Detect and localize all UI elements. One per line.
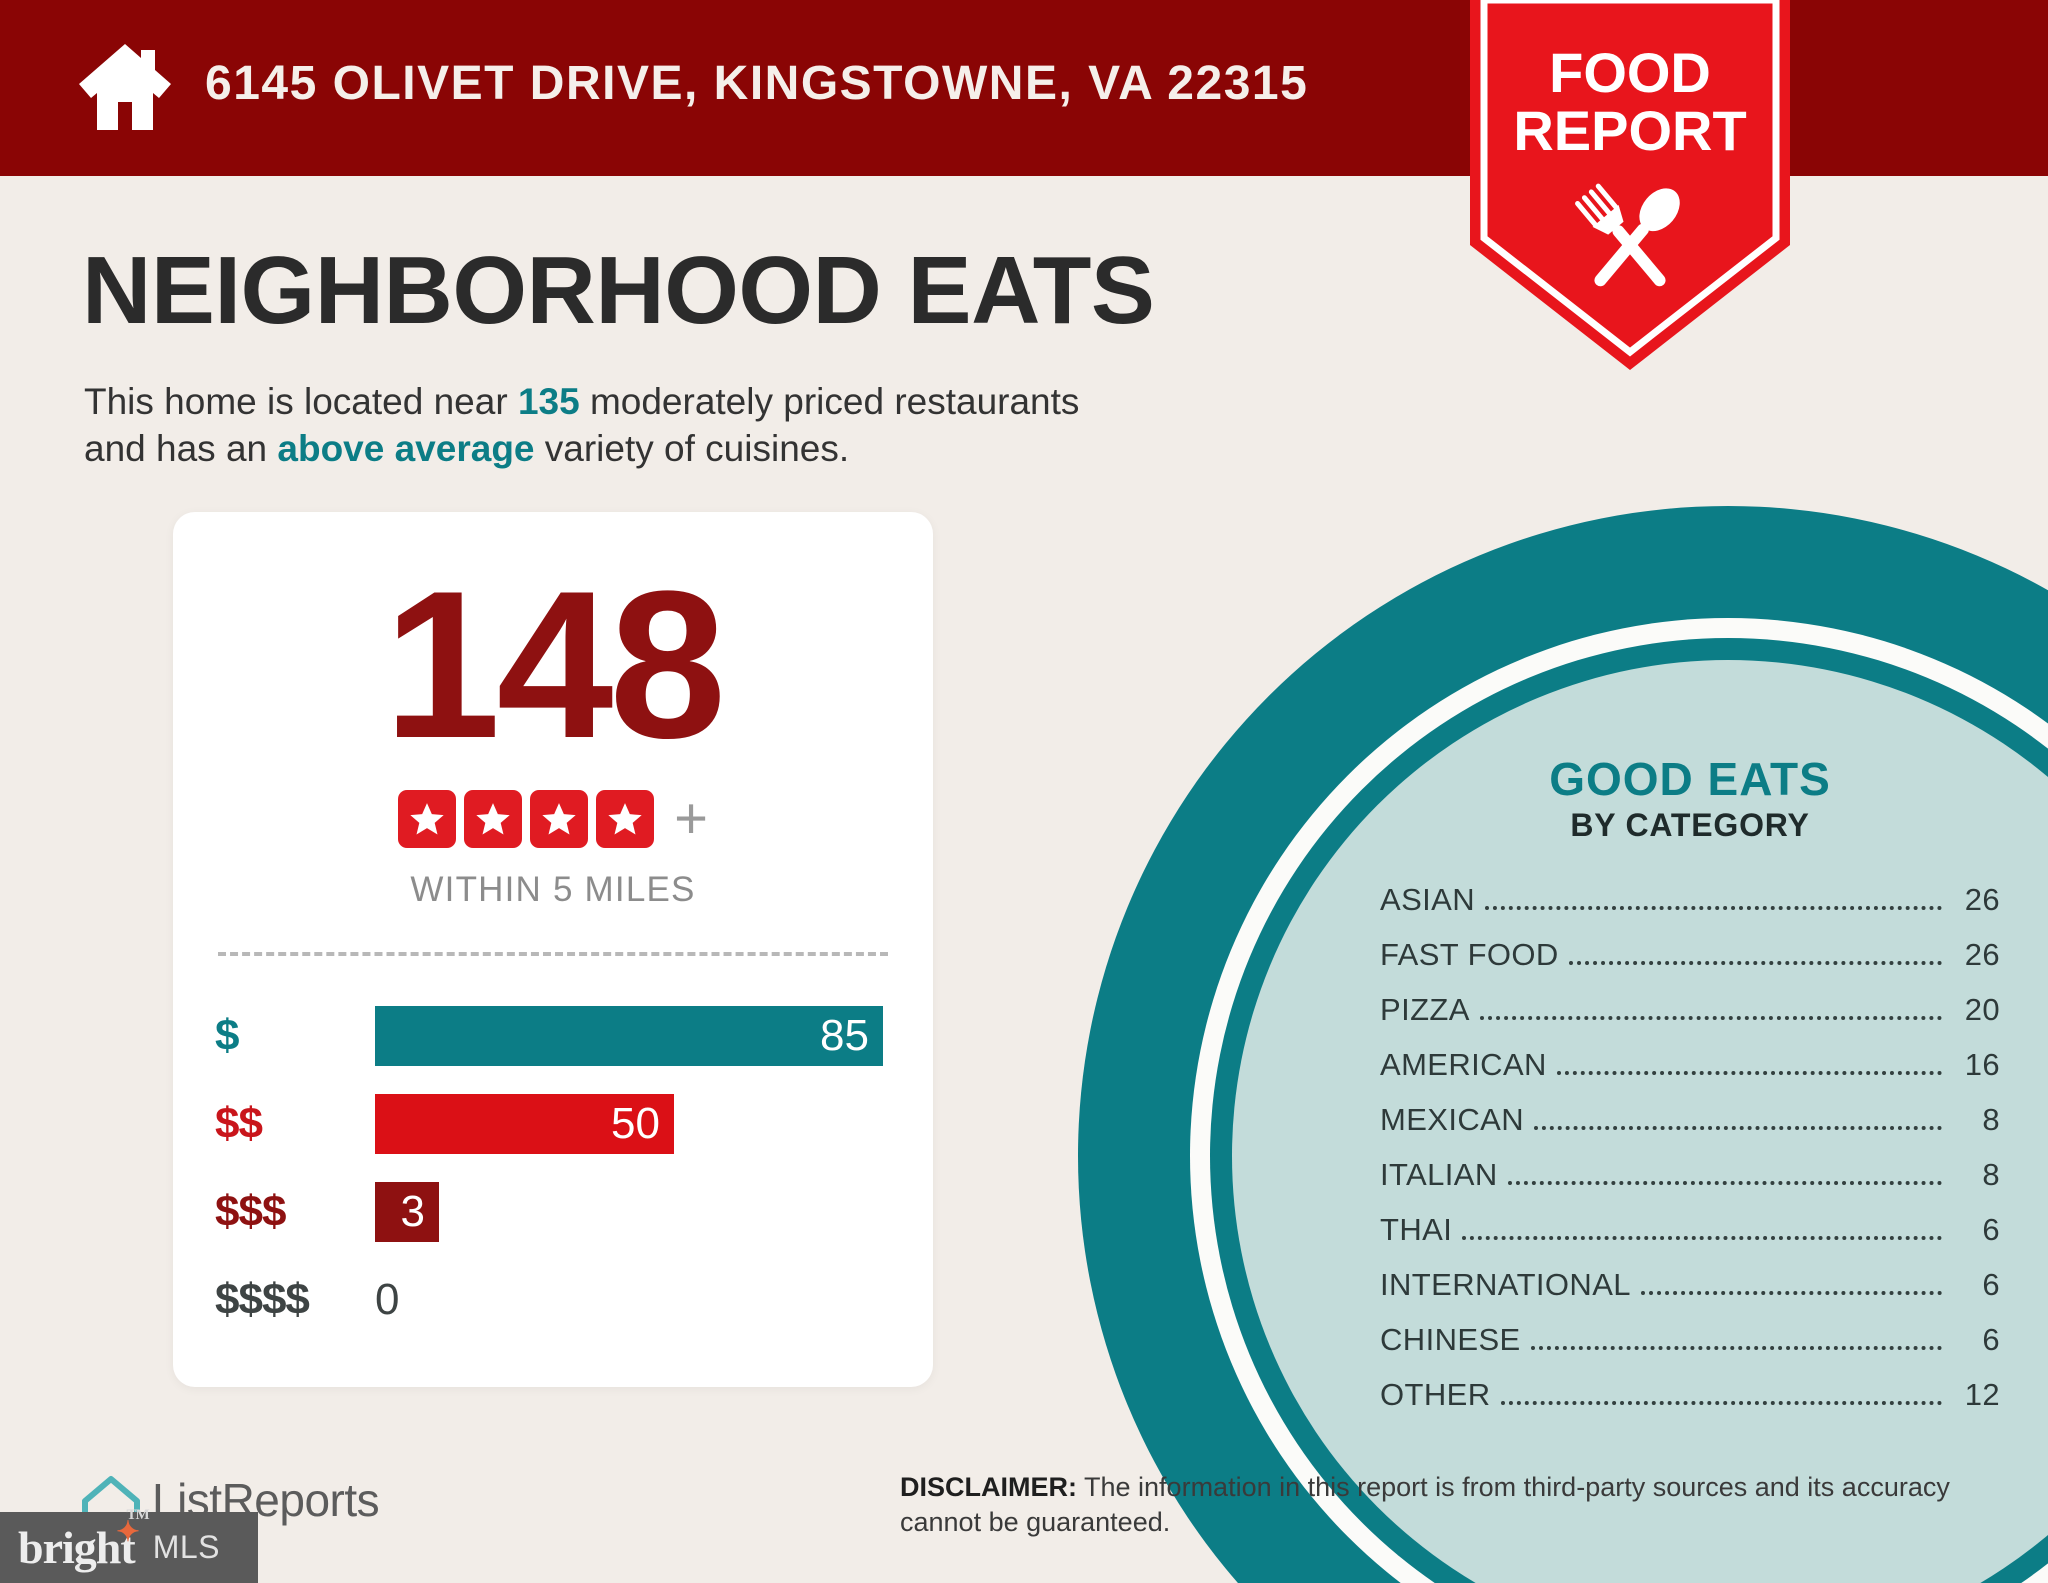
good-eats-title: GOOD EATS xyxy=(1549,753,1831,805)
bar-row: $ 85 xyxy=(173,992,933,1080)
bar-label: $$$$ xyxy=(215,1275,310,1324)
star-icon xyxy=(398,790,457,848)
disclaimer: DISCLAIMER: The information in this repo… xyxy=(900,1470,1970,1540)
bar-row: $$$$ 0 xyxy=(173,1256,933,1344)
bright-wordmark: bright ✦ TM xyxy=(18,1507,150,1574)
category-label: FAST FOOD xyxy=(1380,937,1559,973)
sparkle-icon: ✦ xyxy=(116,1517,139,1548)
bar-label: $ xyxy=(215,1011,240,1060)
restaurant-stats-card: 148 + WITHIN 5 MILES $ 85 xyxy=(173,512,933,1387)
category-value: 20 xyxy=(1964,992,2000,1028)
page-subtitle: This home is located near 135 moderately… xyxy=(84,378,1144,473)
good-eats-subtitle: BY CATEGORY xyxy=(1570,807,1810,844)
leader-dots xyxy=(1507,1181,1942,1186)
star-icon xyxy=(464,790,523,848)
category-value: 6 xyxy=(1982,1267,2000,1303)
page-title: NEIGHBORHOOD EATS xyxy=(82,237,1155,344)
category-label: INTERNATIONAL xyxy=(1380,1267,1631,1303)
restaurant-count-big: 148 xyxy=(383,547,726,782)
category-label: PIZZA xyxy=(1380,992,1470,1028)
property-address: 6145 OLIVET DRIVE, KINGSTOWNE, VA 22315 xyxy=(205,57,1309,110)
subtitle-restaurant-count: 135 xyxy=(517,381,580,422)
subtitle-text-3: variety of cuisines. xyxy=(534,428,850,470)
list-item: OTHER 12 xyxy=(1380,1377,2000,1432)
price-tier-bar-chart: $ 85 $$ 50 $$$ 3 $$$$ 0 xyxy=(173,992,933,1344)
category-label: ITALIAN xyxy=(1380,1157,1498,1193)
list-item: PIZZA 20 xyxy=(1380,992,2000,1047)
list-item: MEXICAN 8 xyxy=(1380,1102,2000,1157)
category-label: THAI xyxy=(1380,1212,1453,1248)
leader-dots xyxy=(1568,961,1942,966)
category-value: 26 xyxy=(1964,937,2000,973)
leader-dots xyxy=(1500,1401,1942,1406)
mls-text: MLS xyxy=(152,1529,220,1565)
leader-dots xyxy=(1462,1236,1942,1241)
within-radius-label: WITHIN 5 MILES xyxy=(410,870,696,909)
category-value: 8 xyxy=(1982,1102,2000,1138)
subtitle-text-1: This home is located near xyxy=(84,381,518,422)
card-divider xyxy=(218,952,888,956)
list-item: FAST FOOD 26 xyxy=(1380,937,2000,992)
category-label: CHINESE xyxy=(1380,1322,1521,1358)
subtitle-text-2: moderately priced restaurants and has an xyxy=(84,381,1080,470)
leader-dots xyxy=(1485,906,1942,911)
plus-icon: + xyxy=(674,785,708,851)
spoon-fork-icon xyxy=(1575,183,1680,287)
category-label: AMERICAN xyxy=(1380,1047,1547,1083)
category-label: MEXICAN xyxy=(1380,1102,1525,1138)
disclaimer-label: DISCLAIMER: xyxy=(900,1472,1077,1502)
category-value: 26 xyxy=(1964,882,2000,918)
leader-dots xyxy=(1640,1291,1942,1296)
leader-dots xyxy=(1530,1346,1942,1351)
category-value: 16 xyxy=(1964,1047,2000,1083)
bright-mls-badge: bright ✦ TM MLS xyxy=(0,1507,258,1583)
trademark-mark: TM xyxy=(126,1507,150,1523)
list-item: ITALIAN 8 xyxy=(1380,1157,2000,1212)
bar-label: $$ xyxy=(215,1099,263,1148)
bar-fill: 50 xyxy=(375,1094,674,1154)
subtitle-variety-rating: above average xyxy=(277,428,535,470)
list-item: AMERICAN 16 xyxy=(1380,1047,2000,1102)
list-item: INTERNATIONAL 6 xyxy=(1380,1267,2000,1322)
bright-text: bright xyxy=(18,1522,136,1573)
star-icon xyxy=(530,790,589,848)
bar-zero-value: 0 xyxy=(375,1275,400,1324)
leader-dots xyxy=(1534,1126,1942,1131)
bar-label: $$$ xyxy=(215,1187,286,1236)
banner-line-2: REPORT xyxy=(1513,99,1746,162)
leader-dots xyxy=(1479,1016,1942,1021)
bar-track: 85 xyxy=(375,1006,883,1066)
category-value: 6 xyxy=(1982,1212,2000,1248)
category-value: 6 xyxy=(1982,1322,2000,1358)
leader-dots xyxy=(1556,1071,1942,1076)
category-label: OTHER xyxy=(1380,1377,1491,1413)
bar-fill: 3 xyxy=(375,1182,439,1242)
star-icon xyxy=(596,790,655,848)
bar-fill: 85 xyxy=(375,1006,883,1066)
bar-row: $$$ 3 xyxy=(173,1168,933,1256)
food-report-banner: FOOD REPORT xyxy=(1470,0,1790,370)
category-value: 12 xyxy=(1964,1377,2000,1413)
home-icon xyxy=(79,44,171,130)
good-eats-panel: GOOD EATS BY CATEGORY ASIAN 26 FAST FOOD… xyxy=(1380,755,2000,1432)
category-value: 8 xyxy=(1982,1157,2000,1193)
banner-line-1: FOOD xyxy=(1549,41,1711,104)
bar-row: $$ 50 xyxy=(173,1080,933,1168)
good-eats-list: ASIAN 26 FAST FOOD 26 PIZZA 20 AMERICAN … xyxy=(1380,882,2000,1432)
star-rating-row: + xyxy=(173,785,933,851)
bar-track: 50 xyxy=(375,1094,883,1154)
list-item: CHINESE 6 xyxy=(1380,1322,2000,1377)
list-item: ASIAN 26 xyxy=(1380,882,2000,937)
list-item: THAI 6 xyxy=(1380,1212,2000,1267)
category-label: ASIAN xyxy=(1380,882,1476,918)
bar-track: 3 xyxy=(375,1182,883,1242)
